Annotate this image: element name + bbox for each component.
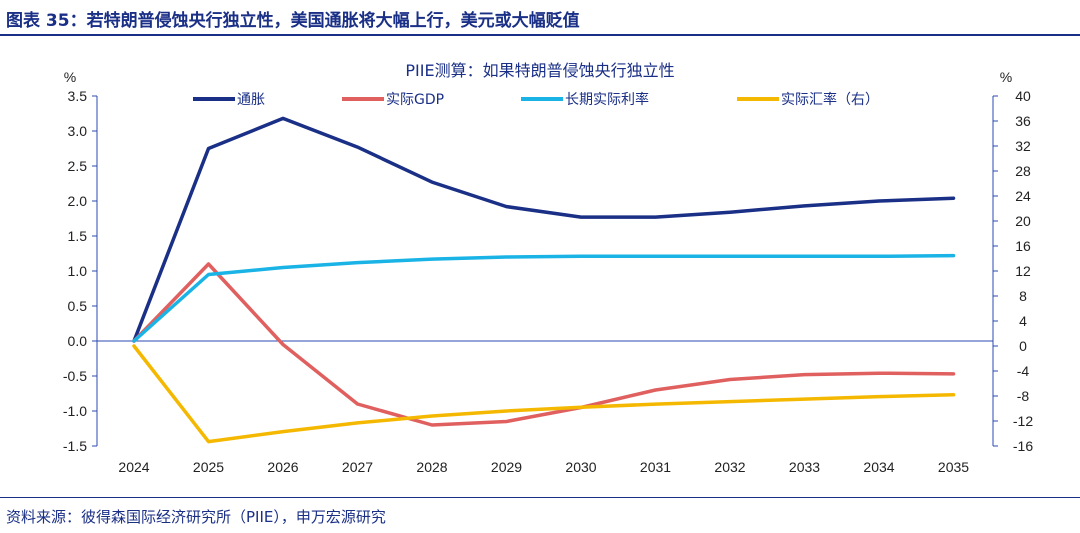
series-line-1 [132, 262, 956, 427]
left-tick-label: -1.5 [63, 438, 87, 454]
right-tick-label: -4 [1017, 363, 1030, 379]
left-tick-label: 2.5 [68, 158, 88, 174]
left-tick-label: 1.5 [68, 228, 88, 244]
x-tick-label: 2034 [863, 459, 894, 475]
left-tick-label: 0.5 [68, 298, 88, 314]
right-tick-label: 4 [1019, 313, 1027, 329]
right-tick-label: 32 [1015, 138, 1031, 154]
right-tick-label: 28 [1015, 163, 1031, 179]
chart-title: PIIE测算：如果特朗普侵蚀央行独立性 [405, 61, 674, 80]
left-tick-label: 3.5 [68, 88, 88, 104]
series-line-0 [132, 116, 956, 343]
source-note: 资料来源：彼得森国际经济研究所（PIIE），申万宏源研究 [6, 508, 386, 526]
x-tick-label: 2029 [491, 459, 522, 475]
legend-label-1: 实际GDP [386, 92, 444, 108]
right-tick-label: 0 [1019, 338, 1027, 354]
x-tick-label: 2030 [565, 459, 596, 475]
legend: 通胀 实际GDP 长期实际利率 实际汇率（右） [193, 91, 879, 108]
left-tick-label: 1.0 [68, 263, 88, 279]
right-tick-label: -16 [1013, 438, 1033, 454]
title-divider [0, 34, 1080, 36]
x-tick-label: 2033 [789, 459, 820, 475]
x-tick-label: 2035 [938, 459, 969, 475]
right-tick-label: -12 [1013, 413, 1033, 429]
legend-label-3: 实际汇率（右） [781, 91, 879, 108]
x-tick-label: 2026 [267, 459, 298, 475]
left-tick-label: 0.0 [68, 333, 88, 349]
x-tick-label: 2025 [193, 459, 224, 475]
left-axis-unit: % [64, 69, 76, 85]
right-tick-label: 24 [1015, 188, 1031, 204]
right-tick-label: 20 [1015, 213, 1031, 229]
x-tick-label: 2031 [640, 459, 671, 475]
left-tick-label: -0.5 [63, 368, 87, 384]
figure-title: 图表 35：若特朗普侵蚀央行独立性，美国通胀将大幅上行，美元或大幅贬值 [6, 11, 580, 31]
left-tick-label: -1.0 [63, 403, 87, 419]
x-tick-label: 2032 [714, 459, 745, 475]
axes: 3.53.02.52.01.51.00.50.0-0.5-1.0-1.54036… [63, 88, 1033, 475]
legend-label-2: 长期实际利率 [565, 91, 649, 108]
right-tick-label: -8 [1017, 388, 1030, 404]
right-axis-unit: % [1000, 69, 1012, 85]
series-line-3 [132, 344, 956, 444]
right-tick-label: 12 [1015, 263, 1031, 279]
right-tick-label: 36 [1015, 113, 1031, 129]
right-tick-label: 16 [1015, 238, 1031, 254]
legend-label-0: 通胀 [237, 92, 265, 108]
right-tick-label: 8 [1019, 288, 1027, 304]
x-tick-label: 2024 [118, 459, 149, 475]
right-tick-label: 40 [1015, 88, 1031, 104]
series-line-2 [132, 253, 956, 343]
x-tick-label: 2027 [342, 459, 373, 475]
left-tick-label: 3.0 [68, 123, 88, 139]
series-lines [132, 116, 956, 444]
x-tick-label: 2028 [416, 459, 447, 475]
left-tick-label: 2.0 [68, 193, 88, 209]
source-divider [0, 497, 1080, 498]
